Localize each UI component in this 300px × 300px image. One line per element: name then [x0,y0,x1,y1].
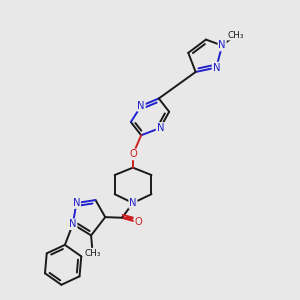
Text: O: O [129,149,137,159]
Text: N: N [129,198,137,208]
Text: N: N [137,101,145,111]
Text: CH₃: CH₃ [227,31,244,40]
Text: N: N [157,123,164,133]
Text: N: N [73,198,80,208]
Text: N: N [212,63,220,73]
Text: CH₃: CH₃ [84,249,101,258]
Text: O: O [134,217,142,227]
Text: N: N [218,40,226,50]
Text: N: N [69,219,76,229]
